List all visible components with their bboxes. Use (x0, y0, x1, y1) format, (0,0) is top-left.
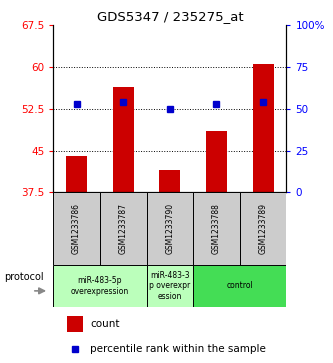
Bar (100, 192, 147, 265)
Text: miR-483-5p
overexpression: miR-483-5p overexpression (71, 276, 129, 295)
Text: count: count (90, 319, 120, 330)
Text: control: control (226, 281, 253, 290)
Bar (147, 192, 193, 265)
Text: percentile rank within the sample: percentile rank within the sample (90, 344, 266, 354)
Bar (53, 265, 147, 307)
Bar (113, 87, 134, 192)
Text: GSM1233788: GSM1233788 (212, 203, 221, 254)
Bar (160, 170, 180, 192)
Bar (240, 192, 286, 265)
Bar (53, 192, 100, 265)
Text: GSM1233787: GSM1233787 (119, 203, 128, 254)
Text: GSM1233790: GSM1233790 (165, 203, 174, 254)
Bar (66, 156, 87, 192)
Bar (206, 131, 227, 192)
Bar (67, 317, 83, 333)
Text: GSM1233786: GSM1233786 (72, 203, 81, 254)
Text: GSM1233789: GSM1233789 (258, 203, 268, 254)
Text: miR-483-3
p overexpr
ession: miR-483-3 p overexpr ession (149, 271, 190, 301)
Text: protocol: protocol (4, 272, 44, 282)
Bar (193, 265, 286, 307)
Bar (147, 265, 193, 307)
Bar (193, 192, 240, 265)
Title: GDS5347 / 235275_at: GDS5347 / 235275_at (97, 10, 243, 23)
Bar (253, 64, 274, 192)
